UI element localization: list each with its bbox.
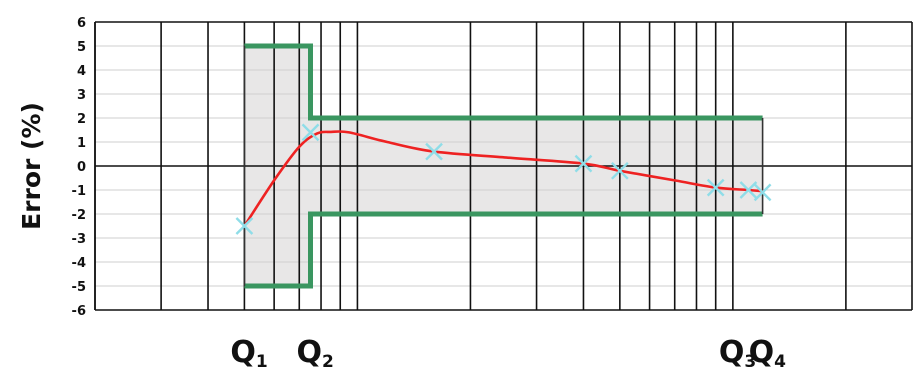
data-point-marker: [574, 154, 593, 173]
marker-stroke: [574, 154, 593, 173]
y-tick-label: -5: [72, 280, 86, 295]
y-tick-label: 5: [77, 40, 86, 55]
marker-stroke: [739, 181, 758, 199]
flow-marker-label: Q4: [749, 335, 787, 370]
tolerance-envelope: [243, 43, 764, 289]
flow-marker-label: Q2: [297, 335, 334, 370]
y-tick-labels: 6 5 4 3 2 1 0 -1 -2 -3 -4 -5 -6: [72, 16, 86, 319]
flow-marker-subscript: 3: [744, 352, 756, 370]
flow-marker-base: Q: [749, 335, 775, 370]
series: [235, 123, 772, 235]
flow-marker-subscript: 1: [256, 352, 268, 370]
y-axis-title: Error (%): [17, 102, 46, 230]
data-point-marker: [235, 217, 254, 235]
flow-marker-base: Q: [297, 335, 323, 370]
y-tick-label: 0: [77, 160, 86, 175]
y-tick-label: 3: [77, 88, 86, 103]
y-tick-label: -1: [72, 184, 86, 199]
flow-marker-base: Q: [719, 335, 745, 370]
flow-marker-label: Q3: [719, 335, 756, 370]
marker-stroke: [301, 123, 320, 142]
flow-marker-subscript: 2: [322, 352, 334, 370]
flow-marker-label: Q1: [230, 335, 267, 370]
data-point-marker: [739, 181, 758, 199]
y-tick-label: -2: [72, 208, 86, 223]
flow-marker-subscript: 4: [774, 352, 786, 370]
data-point-marker: [610, 161, 629, 180]
marker-stroke: [610, 161, 629, 180]
y-tick-label: 2: [77, 112, 86, 127]
flow-marker-base: Q: [230, 335, 256, 370]
data-point-marker: [706, 178, 725, 197]
lower-limit-line: [244, 211, 763, 289]
marker-stroke: [706, 178, 725, 197]
marker-stroke: [425, 142, 443, 161]
y-tick-label: -3: [72, 232, 86, 247]
upper-limit-line: [244, 43, 763, 121]
data-point-marker: [425, 142, 443, 161]
y-tick-label: -6: [72, 304, 86, 319]
axes: [94, 21, 912, 311]
data-point-marker: [753, 183, 772, 202]
marker-stroke: [235, 217, 254, 235]
y-tick-label: 6: [77, 16, 86, 31]
marker-stroke: [753, 183, 772, 202]
data-point-marker: [301, 123, 320, 142]
y-tick-label: 4: [77, 64, 86, 79]
y-tick-label: -4: [72, 256, 86, 271]
y-tick-label: 1: [77, 136, 86, 151]
